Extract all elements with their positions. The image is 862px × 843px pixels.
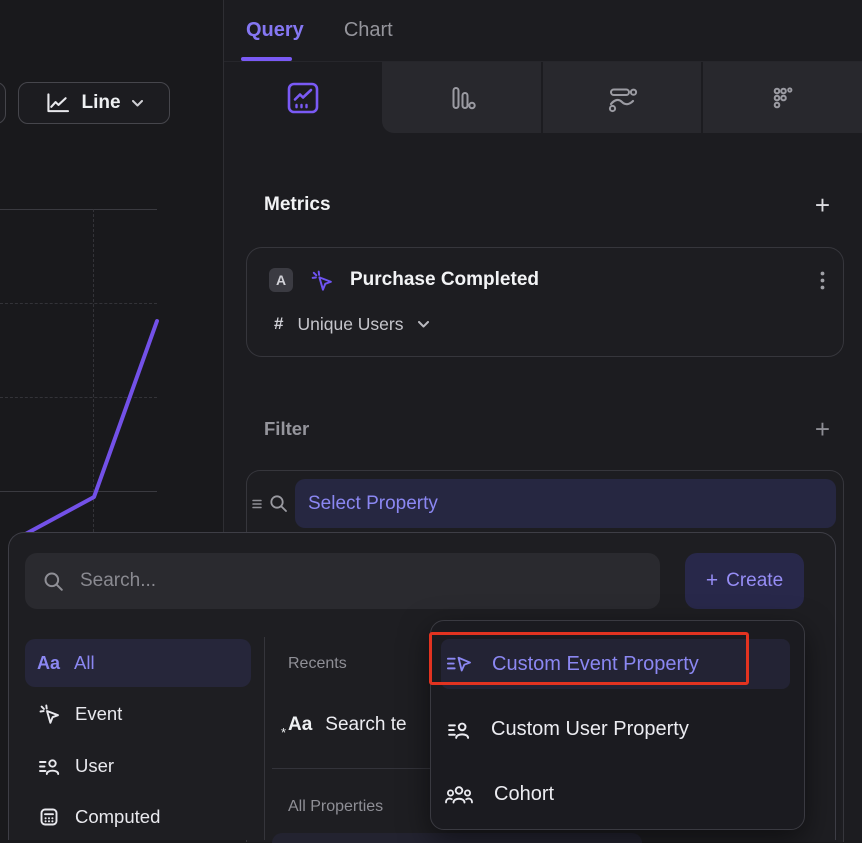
viz-tab-bar-chart[interactable]	[382, 62, 541, 133]
type-tab-label: User	[75, 755, 115, 776]
chevron-down-icon	[417, 320, 429, 327]
insights-icon	[287, 82, 319, 113]
gridline	[0, 397, 157, 398]
viz-tab-metrics-grid[interactable]	[701, 62, 862, 133]
toolbar-button-fragment[interactable]	[0, 82, 6, 124]
property-list-item-partial[interactable]	[272, 833, 642, 843]
metric-aggregation-dropdown[interactable]: # Unique Users	[274, 310, 429, 338]
bar-chart-icon	[452, 86, 477, 109]
custom-event-property-icon	[446, 656, 471, 671]
recent-property-item[interactable]: Aa * Search te	[281, 710, 407, 740]
modal-divider	[264, 637, 265, 840]
gridline	[0, 303, 157, 304]
chart-type-label: Line	[81, 92, 121, 113]
active-tab-underline	[241, 57, 292, 61]
custom-user-property-icon	[448, 722, 470, 739]
user-icon	[39, 759, 60, 775]
metric-row-event[interactable]: A Purchase Completed	[269, 264, 825, 296]
modal-search-box[interactable]	[25, 553, 660, 609]
type-tab-user[interactable]: User	[25, 748, 251, 784]
hash-icon: #	[274, 314, 284, 333]
tab-query[interactable]: Query	[246, 19, 304, 41]
menu-item-custom-user-property[interactable]: Custom User Property	[446, 715, 689, 743]
search-input[interactable]	[78, 569, 642, 593]
kebab-menu-icon[interactable]	[820, 271, 825, 290]
type-tab-label: Event	[75, 703, 123, 724]
metric-card[interactable]: A Purchase Completed # Unique Users	[246, 247, 844, 357]
drag-handle-icon[interactable]	[252, 498, 262, 510]
property-picker-modal: + Create Aa All Event User Computed Rece…	[8, 532, 836, 843]
metrics-title: Metrics	[264, 194, 331, 215]
type-tab-all[interactable]: Aa All	[25, 639, 251, 687]
add-filter-button[interactable]: +	[814, 414, 830, 444]
metric-aggregation-label: Unique Users	[297, 313, 404, 334]
menu-item-custom-event-property[interactable]: Custom Event Property	[441, 639, 790, 689]
type-tab-label: All	[74, 652, 95, 673]
select-property-input[interactable]: Select Property	[295, 479, 836, 528]
metric-event-name[interactable]: Purchase Completed	[350, 269, 539, 290]
select-property-placeholder: Select Property	[308, 492, 438, 514]
event-icon	[39, 704, 59, 724]
create-button[interactable]: + Create	[685, 553, 804, 609]
search-term-icon: Aa *	[281, 714, 313, 740]
all-properties-label: All Properties	[288, 798, 384, 815]
flow-icon	[608, 88, 638, 112]
line-chart-icon	[47, 92, 70, 112]
text-type-icon: Aa	[37, 652, 61, 673]
menu-item-label: Cohort	[494, 782, 555, 805]
search-icon	[44, 572, 63, 591]
search-icon	[270, 495, 287, 512]
visualization-tab-bar	[224, 62, 862, 133]
event-icon	[311, 270, 332, 291]
viz-tab-flow[interactable]	[540, 62, 702, 133]
tab-chart[interactable]: Chart	[343, 19, 393, 41]
viz-tab-insights[interactable]	[224, 62, 382, 133]
gridline	[0, 491, 157, 492]
gridline	[0, 209, 157, 210]
computed-icon	[40, 808, 58, 826]
create-button-label: Create	[726, 570, 784, 591]
menu-item-label: Custom User Property	[491, 717, 689, 740]
type-tab-event[interactable]: Event	[25, 696, 251, 732]
panel-tab-bar: Query Chart	[224, 0, 862, 62]
plus-icon: +	[705, 569, 719, 592]
filter-title: Filter	[264, 418, 310, 439]
chevron-down-icon	[131, 99, 143, 106]
filter-row: Select Property	[252, 479, 836, 528]
cohort-icon	[445, 786, 473, 804]
metrics-grid-icon	[773, 86, 793, 108]
viz-tab-group	[382, 62, 862, 133]
create-menu: Custom Event Property Custom User Proper…	[430, 620, 805, 830]
menu-item-cohort[interactable]: Cohort	[444, 780, 554, 808]
menu-item-label: Custom Event Property	[492, 652, 699, 675]
filter-section-header: Filter +	[264, 414, 830, 444]
metrics-section-header: Metrics +	[264, 190, 830, 220]
gridline	[93, 209, 94, 532]
type-tab-computed[interactable]: Computed	[25, 799, 251, 835]
type-tab-label: Computed	[75, 806, 161, 827]
add-metric-button[interactable]: +	[814, 190, 830, 220]
metric-badge[interactable]: A	[269, 268, 293, 292]
recent-item-label: Search te	[325, 714, 407, 735]
chart-type-button[interactable]: Line	[18, 82, 170, 124]
recents-label: Recents	[288, 655, 347, 672]
